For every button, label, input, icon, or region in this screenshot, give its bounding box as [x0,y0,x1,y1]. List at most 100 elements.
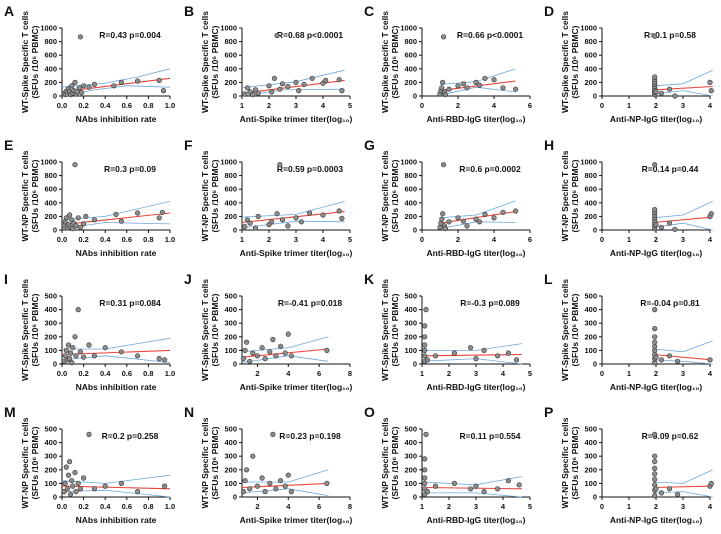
data-point [63,215,69,221]
x-tick-label: 1 [240,235,244,244]
data-point [91,217,97,223]
data-point [80,83,87,89]
y-tick-label: 300 [44,452,57,461]
data-point [270,336,276,343]
y-axis-label-units: (SFUs /10⁶ PBMC) [570,159,580,232]
data-point [76,85,82,91]
ci-lower-band [439,221,516,229]
panel-letter: O [364,404,375,420]
data-point [118,218,124,224]
data-point [432,483,439,489]
data-point [422,334,428,340]
data-point [440,79,446,85]
data-point [675,491,681,497]
data-point [80,221,87,227]
y-tick-label: 400 [584,305,597,314]
panel-letter: B [184,3,194,19]
data-point [267,349,273,355]
data-point [269,89,275,95]
y-tick-label: 800 [584,37,597,46]
data-point [102,483,108,489]
panel-G: G WT-NP Specific T cells (SFUs /10⁶ PBMC) 0… [364,137,532,258]
x-tick-label: 0.4 [100,101,111,110]
y-tick-label: 800 [224,37,237,46]
data-point [70,483,76,489]
data-point [72,469,78,476]
data-point [675,358,681,364]
y-axis-label-units: (SFUs /10⁶ PBMC) [210,293,220,366]
y-tick-label: 200 [224,465,237,474]
x-tick-label: 0.4 [100,369,111,378]
stat-annotation: R=0.11 p=0.554 [460,431,521,441]
y-tick-label: 400 [404,198,417,207]
data-point [423,306,429,313]
stat-annotation: R=-0.41 p=0.018 [278,298,343,308]
data-point [301,81,307,87]
data-point [62,480,68,486]
data-point [250,91,256,98]
y-tick-label: 500 [404,292,417,301]
data-point [62,353,68,359]
y-tick-label: 200 [224,212,237,221]
panel-K: K WT-Spike Specific T cells (SFUs /10⁶ PBM… [364,271,532,392]
x-tick-label: 3 [681,235,685,244]
data-point [446,219,452,225]
data-point [91,353,97,359]
data-point [75,480,81,486]
data-point [652,476,658,482]
data-point [491,215,497,221]
y-tick-label: 200 [404,78,417,87]
stat-annotation: R=0.14 p=0.44 [642,164,699,174]
x-tick-label: 4 [501,502,506,511]
x-tick-label: 0.2 [78,369,88,378]
data-point [240,355,247,362]
data-point [666,220,673,226]
data-point [259,345,265,351]
data-point [254,483,260,489]
y-tick-label: 1000 [40,158,57,167]
data-point [708,87,714,94]
y-axis-label: WT-NP Specific T cells [560,150,570,241]
regression-line [241,211,345,224]
y-tick-label: 600 [44,185,57,194]
data-point [652,306,658,313]
x-tick-label: 1.0 [165,502,175,511]
data-point [250,350,256,356]
data-point [247,486,253,492]
y-tick-label: 0 [233,226,237,235]
x-tick-label: 0.8 [143,502,153,511]
y-axis-label: WT-NP Specific T cells [20,417,30,508]
data-point [162,357,168,363]
data-point [423,431,429,438]
x-tick-label: 2 [447,502,451,511]
y-tick-label: 0 [53,360,57,369]
data-point [432,353,439,359]
data-point [653,221,659,228]
x-tick-label: 1.0 [165,101,175,110]
y-tick-label: 0 [413,493,417,502]
data-point [473,79,479,85]
ci-upper-band [422,343,522,351]
y-tick-label: 800 [224,171,237,180]
panel-I: I WT-Spike Specific T cells (SFUs /10⁶ PBM… [4,271,175,392]
x-tick-label: 0.6 [122,502,132,511]
x-tick-label: 4 [321,235,326,244]
data-point [61,488,67,495]
x-tick-label: 1 [240,101,244,110]
data-point [288,353,294,359]
data-point [77,349,83,355]
data-point [156,215,162,221]
x-tick-label: 0 [420,101,424,110]
data-point [274,32,280,39]
data-point [80,475,87,481]
x-tick-label: 5 [528,369,532,378]
x-tick-label: 2 [447,369,451,378]
y-tick-label: 0 [593,360,597,369]
data-point [285,331,291,337]
regression-line [421,353,522,357]
data-point [243,339,250,345]
data-point [652,471,658,477]
data-point [446,86,452,92]
stat-annotation: R=-0.3 p=0.089 [460,298,520,308]
ci-upper-band [653,340,713,353]
